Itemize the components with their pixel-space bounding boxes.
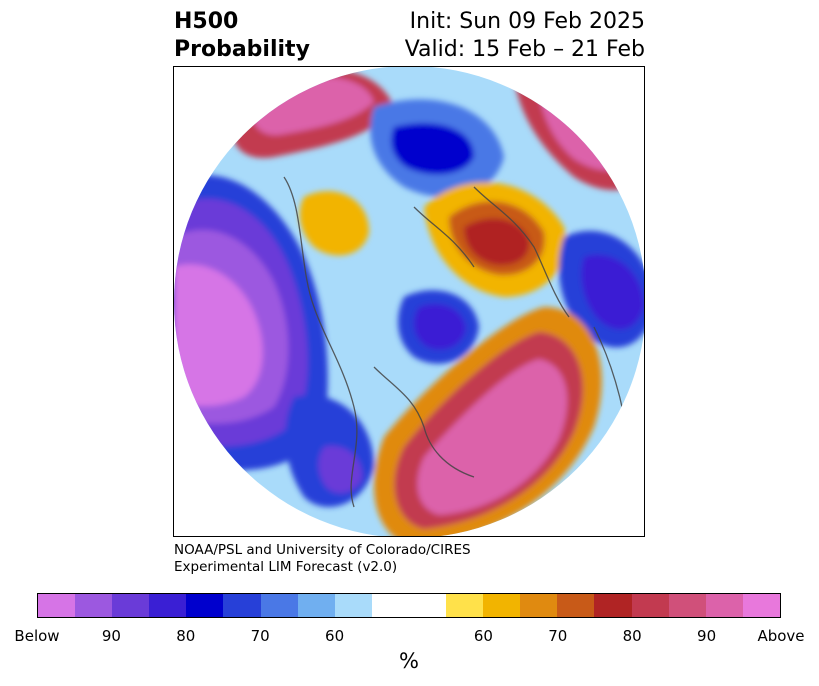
colorbar-cell <box>668 594 706 617</box>
map-title: H500 Probability <box>174 8 310 64</box>
colorbar-cell <box>446 594 484 617</box>
colorbar-tick-label: Above <box>757 627 805 645</box>
colorbar-tick-label: Below <box>14 627 60 645</box>
colorbar-tick-label: 90 <box>101 627 121 645</box>
colorbar-cell <box>186 594 224 617</box>
colorbar-cell <box>260 594 298 617</box>
colorbar-cell <box>483 594 521 617</box>
colorbar-tick-label: 60 <box>325 627 345 645</box>
colorbar-tick-label: 70 <box>548 627 568 645</box>
credit: NOAA/PSL and University of Colorado/CIRE… <box>174 542 471 576</box>
colorbar-unit: % <box>399 649 419 673</box>
title-metric: Probability <box>174 37 310 62</box>
colorbar-cell <box>520 594 558 617</box>
colorbar-cell <box>594 594 632 617</box>
polar-map <box>173 66 645 537</box>
colorbar-cell <box>297 594 335 617</box>
colorbar-cell <box>75 594 113 617</box>
colorbar-cell <box>705 594 743 617</box>
colorbar <box>37 593 781 618</box>
colorbar-cell <box>149 594 187 617</box>
colorbar-tick-label: 60 <box>473 627 493 645</box>
init-date: Init: Sun 09 Feb 2025 <box>409 9 645 34</box>
colorbar-tick-label: 80 <box>176 627 196 645</box>
credit-line-1: NOAA/PSL and University of Colorado/CIRE… <box>174 542 471 558</box>
colorbar-tick-label: 70 <box>250 627 270 645</box>
forecast-dates: Init: Sun 09 Feb 2025 Valid: 15 Feb – 21… <box>405 8 645 64</box>
colorbar-cell <box>223 594 261 617</box>
colorbar-cell <box>112 594 150 617</box>
colorbar-cell <box>742 594 780 617</box>
colorbar-cell <box>334 594 372 617</box>
colorbar-cell <box>38 594 76 617</box>
colorbar-tick-label: 90 <box>697 627 717 645</box>
colorbar-cell <box>408 594 447 617</box>
colorbar-cell <box>557 594 595 617</box>
colorbar-cell <box>631 594 669 617</box>
valid-period: Valid: 15 Feb – 21 Feb <box>404 37 645 62</box>
probability-field <box>174 67 644 536</box>
credit-line-2: Experimental LIM Forecast (v2.0) <box>174 559 398 575</box>
colorbar-cell <box>371 594 409 617</box>
colorbar-tick-label: 80 <box>622 627 642 645</box>
title-variable: H500 <box>174 9 239 34</box>
